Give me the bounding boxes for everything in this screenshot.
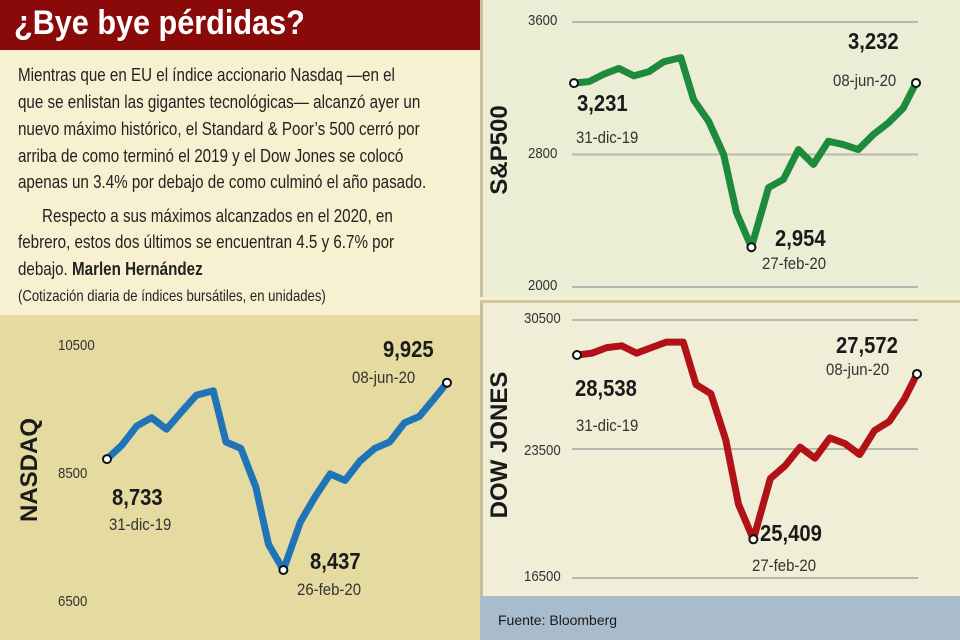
author: Marlen Hernández	[71, 258, 203, 279]
footer	[480, 596, 960, 640]
date-label: 26-feb-20	[297, 580, 362, 599]
nasdaq-axis-label: NASDAQ	[16, 417, 43, 523]
y-tick: 16500	[524, 568, 561, 585]
date-label: 08-jun-20	[826, 360, 890, 379]
y-tick: 2000	[528, 277, 558, 294]
y-tick: 23500	[524, 442, 561, 459]
y-tick: 2800	[528, 145, 558, 162]
y-tick: 8500	[58, 465, 88, 482]
data-label: 27,572	[836, 332, 898, 358]
intro-panel	[0, 50, 482, 315]
y-tick: 30500	[524, 310, 561, 327]
date-label: 08-jun-20	[833, 71, 897, 90]
y-tick: 6500	[58, 593, 88, 610]
intro-line: Mientras que en EU el índice accionario …	[18, 64, 395, 85]
date-label: 27-feb-20	[752, 556, 817, 575]
intro-line: febrero, estos dos últimos se encuentran…	[18, 231, 395, 252]
dow-axis-label: DOW JONES	[486, 371, 513, 519]
intro-last-line: debajo. Marlen Hernández	[18, 258, 203, 280]
date-label: 31-dic-19	[576, 128, 639, 147]
page-title: ¿Bye bye pérdidas?	[14, 4, 305, 42]
date-label: 31-dic-19	[109, 515, 172, 534]
data-label: 8,437	[310, 548, 361, 574]
intro-line: arriba de como terminó el 2019 y el Dow …	[18, 145, 404, 166]
date-label: 08-jun-20	[352, 368, 416, 387]
date-label: 27-feb-20	[762, 254, 827, 273]
y-tick: 10500	[58, 337, 95, 354]
intro-line: debajo.	[18, 258, 68, 279]
data-label: 9,925	[383, 336, 434, 362]
data-label: 3,231	[577, 90, 628, 116]
units-note: (Cotización diaria de índices bursátiles…	[18, 288, 326, 305]
source: Fuente: Bloomberg	[498, 612, 618, 628]
data-label: 3,232	[848, 28, 899, 54]
data-label: 28,538	[575, 375, 637, 401]
intro-line: apenas un 3.4% por debajo de como culmin…	[18, 171, 427, 192]
data-label: 8,733	[112, 484, 163, 510]
data-label: 25,409	[760, 520, 822, 546]
title-bar	[0, 0, 482, 50]
sp500-axis-label: S&P500	[486, 105, 513, 195]
date-label: 31-dic-19	[576, 416, 639, 435]
data-label: 2,954	[775, 225, 826, 251]
y-tick: 3600	[528, 12, 558, 29]
intro-line: Respecto a sus máximos alcanzados en el …	[42, 205, 393, 226]
intro-line: que se enlistan las gigantes tecnológica…	[18, 91, 421, 112]
intro-line: nuevo máximo histórico, el Standard & Po…	[18, 118, 420, 139]
